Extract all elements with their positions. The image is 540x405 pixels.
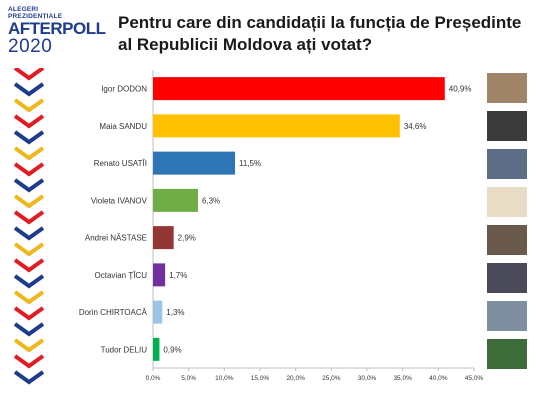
- category-label: Igor DODON: [101, 85, 147, 94]
- candidate-photo-6: [487, 263, 527, 293]
- stripe-chevron: [13, 354, 45, 369]
- stripe-chevron: [13, 98, 45, 113]
- candidate-photo-2: [487, 111, 527, 141]
- data-label: 34,6%: [404, 122, 427, 131]
- x-tick-label: 0,0%: [146, 375, 161, 382]
- stripe-chevron: [13, 162, 45, 177]
- x-tick-label: 30,0%: [358, 375, 377, 382]
- x-tick-label: 35,0%: [393, 375, 412, 382]
- decorative-chevron-stripe: [13, 68, 45, 385]
- stripe-chevron: [13, 322, 45, 337]
- category-label: Dorin CHIRTOACĂ: [79, 308, 148, 317]
- stripe-chevron: [13, 290, 45, 305]
- brand-year: 2020: [8, 36, 53, 57]
- candidate-photo-1: [487, 73, 527, 103]
- stripe-chevron: [13, 242, 45, 257]
- data-label: 0,9%: [163, 345, 181, 354]
- category-label: Tudor DELIU: [101, 345, 148, 354]
- category-label: Maia SANDU: [99, 122, 147, 131]
- data-label: 2,9%: [178, 234, 196, 243]
- chart-title: Pentru care din candidații la funcția de…: [118, 13, 522, 54]
- data-label: 1,3%: [166, 308, 184, 317]
- brand-afterpoll: AFTERPOLL: [8, 19, 106, 38]
- brand-line-2: PREZIDENȚIALE: [8, 13, 63, 20]
- data-label: 1,7%: [169, 271, 187, 280]
- stripe-chevron: [13, 178, 45, 193]
- stripe-chevron: [13, 370, 45, 385]
- category-label: Andrei NĂSTASE: [85, 234, 147, 243]
- bar: [153, 188, 198, 212]
- stripe-chevron: [13, 130, 45, 145]
- x-tick-label: 45,0%: [465, 375, 484, 382]
- bar: [153, 114, 400, 138]
- data-label: 40,9%: [449, 85, 472, 94]
- stripe-chevron: [13, 306, 45, 321]
- candidate-photo-7: [487, 301, 527, 331]
- data-label: 11,5%: [239, 159, 261, 168]
- bar: [153, 263, 166, 287]
- bar: [153, 77, 445, 101]
- bar: [153, 300, 163, 324]
- stripe-chevron: [13, 194, 45, 209]
- candidate-photo-5: [487, 225, 527, 255]
- stripe-chevron: [13, 226, 45, 241]
- brand-logo: ALEGERI PREZIDENȚIALE AFTERPOLL 2020: [8, 6, 108, 56]
- stripe-chevron: [13, 146, 45, 161]
- x-tick-label: 10,0%: [215, 375, 234, 382]
- category-label: Octavian ȚÎCU: [95, 271, 148, 280]
- x-tick-label: 40,0%: [429, 375, 448, 382]
- candidate-photo-4: [487, 187, 527, 217]
- stripe-chevron: [13, 258, 45, 273]
- candidate-photo-8: [487, 339, 527, 369]
- bar: [153, 151, 236, 175]
- stripe-chevron: [13, 274, 45, 289]
- bar: [153, 337, 160, 361]
- x-tick-label: 20,0%: [286, 375, 305, 382]
- x-tick-label: 25,0%: [322, 375, 341, 382]
- data-label: 6,3%: [202, 196, 220, 205]
- x-tick-label: 5,0%: [181, 375, 196, 382]
- brand-line-1: ALEGERI: [8, 6, 39, 13]
- stripe-chevron: [13, 68, 45, 81]
- bar: [153, 226, 174, 250]
- stripe-chevron: [13, 114, 45, 129]
- stripe-chevron: [13, 338, 45, 353]
- category-label: Renato USATÎI: [94, 159, 147, 168]
- stripe-chevron: [13, 210, 45, 225]
- category-label: Violeta IVANOV: [91, 196, 148, 205]
- x-tick-label: 15,0%: [251, 375, 270, 382]
- candidate-photo-3: [487, 149, 527, 179]
- stripe-chevron: [13, 82, 45, 97]
